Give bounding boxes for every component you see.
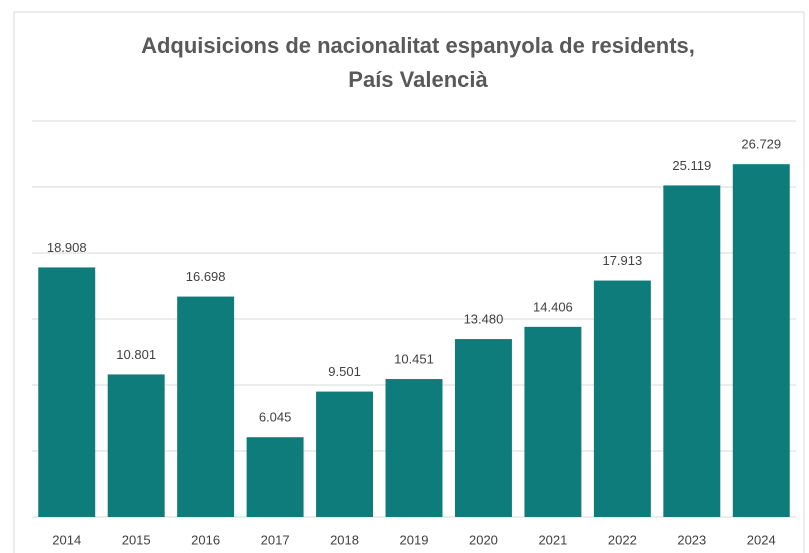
x-tick-label: 2014 bbox=[52, 532, 81, 547]
bar bbox=[454, 339, 512, 517]
chart-title: País Valencià bbox=[348, 67, 488, 92]
x-tick-label: 2018 bbox=[330, 532, 359, 547]
bar bbox=[246, 437, 304, 517]
x-tick-label: 2023 bbox=[677, 532, 706, 547]
data-label: 13.480 bbox=[464, 312, 504, 327]
data-label: 26.729 bbox=[741, 137, 781, 152]
bar bbox=[385, 379, 443, 517]
data-label: 6.045 bbox=[259, 410, 292, 425]
x-tick-label: 2024 bbox=[747, 532, 776, 547]
data-label: 14.406 bbox=[533, 299, 573, 314]
chart-title: Adquisicions de nacionalitat espanyola d… bbox=[141, 33, 695, 58]
x-tick-label: 2016 bbox=[191, 532, 220, 547]
data-label: 9.501 bbox=[328, 364, 361, 379]
bar bbox=[177, 296, 235, 517]
bar bbox=[107, 374, 165, 517]
data-label: 10.801 bbox=[116, 347, 156, 362]
x-tick-label: 2021 bbox=[538, 532, 567, 547]
data-label: 10.451 bbox=[394, 351, 434, 366]
bar bbox=[593, 280, 651, 517]
x-tick-label: 2022 bbox=[608, 532, 637, 547]
bar bbox=[524, 326, 582, 517]
data-label: 18.908 bbox=[47, 240, 87, 255]
bar bbox=[38, 267, 96, 517]
x-tick-label: 2015 bbox=[122, 532, 151, 547]
bar bbox=[663, 185, 721, 517]
data-label: 16.698 bbox=[186, 269, 226, 284]
x-tick-label: 2019 bbox=[400, 532, 429, 547]
x-tick-label: 2017 bbox=[261, 532, 290, 547]
data-label: 25.119 bbox=[672, 158, 711, 173]
data-label: 17.913 bbox=[602, 253, 642, 268]
x-tick-label: 2020 bbox=[469, 532, 498, 547]
bar bbox=[732, 164, 790, 518]
bar bbox=[316, 391, 374, 517]
